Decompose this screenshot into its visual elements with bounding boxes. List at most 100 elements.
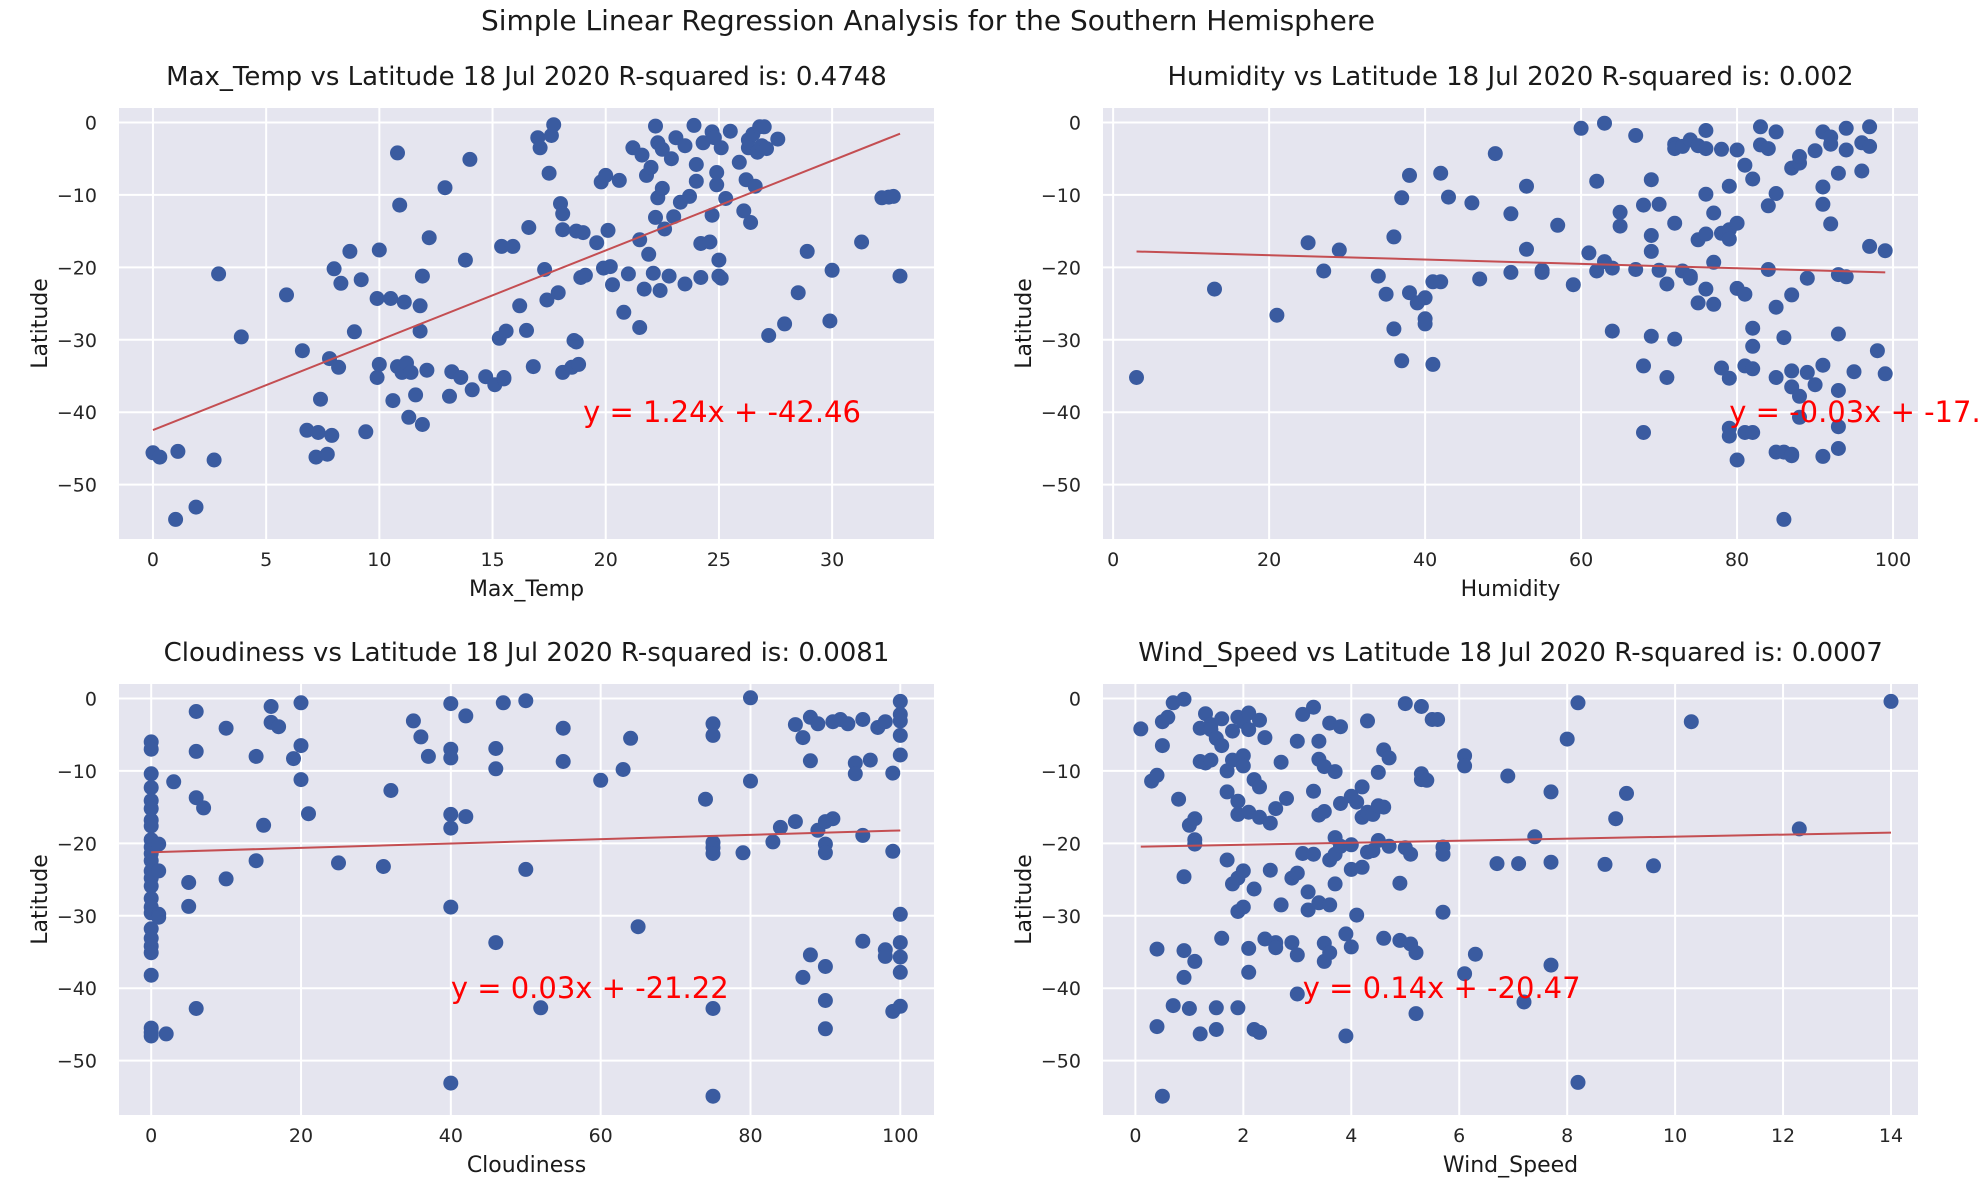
data-point	[1268, 801, 1284, 817]
x-tick-label: 12	[1771, 1125, 1795, 1147]
data-point	[541, 165, 557, 181]
y-tick-label: −50	[57, 1051, 97, 1073]
data-point	[1721, 428, 1737, 444]
data-point	[494, 238, 510, 254]
data-point	[496, 370, 512, 385]
data-point	[331, 359, 347, 375]
y-tick-label: −10	[1041, 761, 1081, 783]
data-point	[1295, 706, 1311, 722]
data-point	[188, 499, 204, 515]
data-point	[854, 234, 870, 250]
data-point	[1241, 705, 1257, 721]
data-point	[885, 188, 901, 204]
data-point	[412, 298, 428, 314]
data-point	[1643, 243, 1659, 259]
data-point	[810, 716, 826, 732]
data-point	[1729, 452, 1745, 468]
data-point	[1838, 120, 1854, 136]
data-point	[1176, 691, 1192, 707]
data-point	[170, 443, 186, 459]
data-point	[1503, 206, 1519, 222]
y-tick-label: −10	[1041, 185, 1081, 207]
data-point	[1760, 198, 1776, 214]
data-point	[817, 1021, 833, 1037]
data-point	[693, 270, 709, 285]
data-point	[1235, 863, 1251, 879]
data-point	[636, 281, 652, 297]
data-point	[817, 959, 833, 974]
data-point	[1698, 123, 1714, 138]
data-point	[1714, 360, 1729, 376]
data-point	[1745, 425, 1761, 440]
data-point	[1745, 338, 1761, 354]
data-point	[1413, 699, 1429, 714]
data-point	[1682, 270, 1698, 286]
data-point	[892, 713, 908, 729]
data-point	[1799, 364, 1815, 380]
data-point	[736, 203, 752, 219]
data-point	[1519, 241, 1534, 257]
y-tick-label: −40	[57, 978, 97, 1000]
data-point	[1830, 326, 1846, 342]
data-point	[1214, 930, 1230, 946]
data-point	[817, 845, 833, 861]
y-tick-label: −30	[57, 330, 97, 352]
x-tick-label: 20	[289, 1125, 313, 1147]
data-point	[1230, 1000, 1246, 1016]
data-point	[1559, 731, 1575, 747]
data-point	[1181, 1001, 1197, 1016]
data-point	[1402, 167, 1417, 183]
data-point	[1768, 124, 1784, 140]
data-point	[1628, 128, 1644, 143]
data-point	[688, 157, 704, 172]
data-point	[525, 359, 541, 375]
data-point	[605, 277, 620, 293]
data-point	[1604, 323, 1620, 339]
data-point	[1636, 197, 1651, 213]
data-point	[1799, 270, 1815, 286]
x-axis-label: Humidity	[1461, 577, 1561, 602]
data-point	[1883, 693, 1899, 709]
data-point	[188, 704, 204, 719]
data-point	[414, 268, 430, 284]
data-point	[353, 272, 369, 288]
data-point	[1706, 296, 1722, 312]
data-point	[1241, 722, 1257, 738]
data-point	[457, 252, 473, 268]
y-tick-label: −10	[57, 185, 97, 207]
data-point	[211, 266, 227, 282]
y-axis-label: Latitude	[28, 854, 53, 945]
data-point	[1862, 138, 1878, 154]
data-point	[705, 716, 721, 732]
data-point	[143, 741, 159, 757]
data-point	[1354, 779, 1370, 795]
data-point	[1543, 784, 1559, 800]
data-point	[602, 259, 618, 275]
data-point	[1503, 264, 1519, 280]
x-tick-label: 40	[1413, 549, 1437, 571]
data-point	[1370, 764, 1386, 780]
data-point	[369, 291, 385, 306]
data-point	[1604, 260, 1620, 276]
data-point	[1187, 836, 1203, 852]
data-point	[248, 853, 264, 869]
data-point	[256, 817, 272, 833]
data-point	[443, 820, 459, 836]
data-point	[777, 316, 793, 332]
regression-equation: y = 1.24x + -42.46	[583, 395, 861, 429]
data-point	[677, 276, 693, 292]
data-point	[1403, 846, 1419, 862]
data-point	[802, 947, 818, 963]
data-point	[181, 898, 197, 914]
data-point	[1262, 815, 1278, 831]
data-point	[1171, 791, 1187, 807]
data-point	[437, 180, 453, 196]
data-point	[1472, 271, 1488, 287]
data-point	[1246, 881, 1262, 897]
data-point	[546, 117, 562, 133]
data-point	[1690, 295, 1706, 311]
regression-line	[151, 829, 901, 854]
data-point	[1252, 779, 1267, 795]
data-point	[593, 772, 609, 788]
data-point	[1534, 264, 1550, 280]
